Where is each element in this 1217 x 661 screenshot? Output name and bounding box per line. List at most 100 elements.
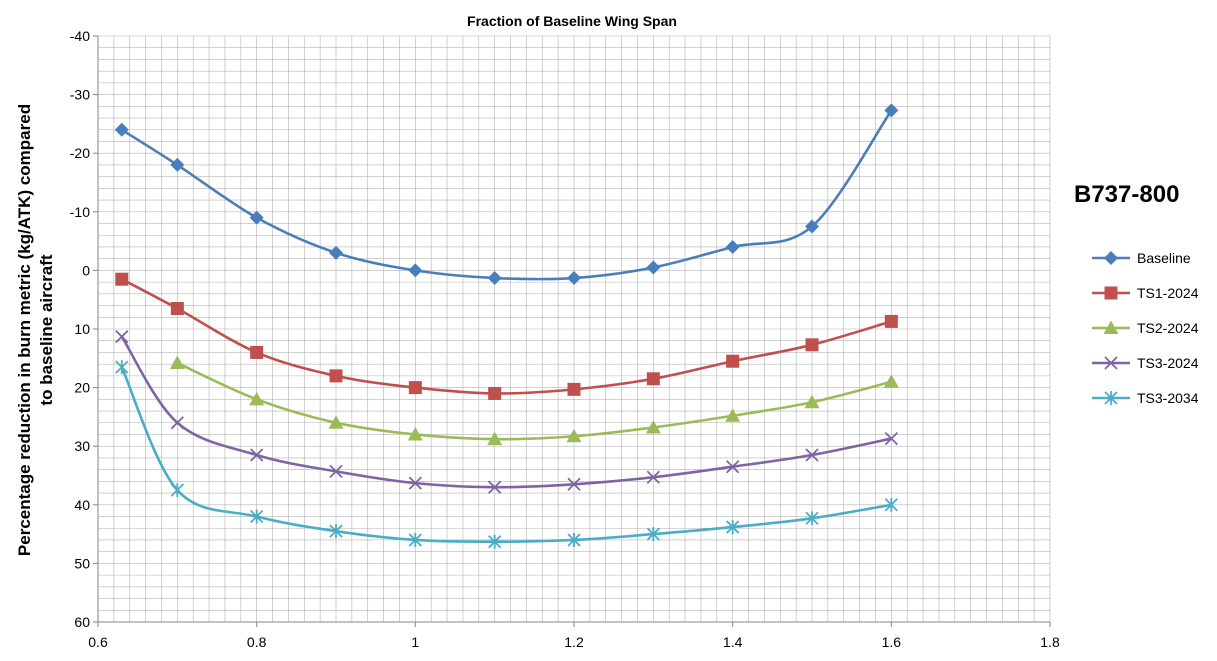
data-point	[408, 263, 423, 278]
data-point	[170, 301, 184, 315]
legend-item: TS3-2024	[1092, 355, 1199, 371]
data-point	[250, 448, 264, 462]
data-point	[646, 527, 660, 542]
data-point	[329, 524, 343, 539]
y-axis-label-line2: to baseline aircraft	[37, 254, 56, 406]
data-point	[170, 416, 184, 430]
data-point	[487, 431, 503, 446]
legend-label: TS3-2024	[1137, 355, 1199, 371]
series-line	[176, 361, 892, 441]
data-point	[726, 354, 740, 368]
x-tick-label: 1.4	[723, 634, 743, 650]
data-point	[488, 534, 502, 549]
y-tick-label: -10	[70, 204, 90, 220]
data-point	[567, 532, 581, 547]
data-point	[645, 419, 661, 434]
series-TS3-2024	[115, 329, 898, 494]
data-point	[567, 271, 581, 286]
data-point	[249, 210, 264, 225]
x-tick-label: 1.6	[882, 634, 902, 650]
series-TS1-2024	[115, 272, 898, 400]
y-axis-label-line1: Percentage reduction in burn metric (kg/…	[15, 104, 34, 556]
legend-marker	[1104, 391, 1118, 405]
data-point	[170, 483, 184, 498]
grid	[97, 35, 1051, 623]
series-layer	[114, 103, 899, 549]
data-point	[249, 391, 265, 406]
legend-marker	[1104, 251, 1118, 265]
series-Baseline	[114, 103, 899, 286]
data-point	[567, 382, 581, 396]
data-point	[114, 122, 129, 137]
data-point	[884, 314, 898, 328]
legend-marker	[1103, 320, 1119, 334]
y-tick-label: 10	[74, 321, 90, 337]
y-tick-label: -30	[70, 87, 90, 103]
series-TS2-2024	[169, 355, 899, 446]
data-point	[726, 460, 740, 474]
y-tick-label: 0	[82, 262, 90, 278]
data-point	[725, 408, 741, 422]
data-point	[805, 338, 819, 352]
data-point	[329, 464, 343, 479]
data-point	[169, 355, 185, 369]
series-line	[120, 335, 892, 489]
x-tick-label: 1.2	[564, 634, 584, 650]
data-point	[884, 497, 898, 512]
x-tick-label: 0.6	[88, 634, 108, 650]
data-point	[884, 431, 898, 446]
data-point	[487, 271, 502, 286]
data-point	[884, 103, 899, 118]
data-point	[115, 329, 129, 344]
series-line	[121, 109, 893, 281]
data-point	[646, 470, 660, 484]
y-tick-label: 30	[74, 438, 90, 454]
y-tick-label: 50	[74, 555, 90, 571]
data-point	[408, 532, 422, 547]
legend-marker	[1104, 356, 1118, 370]
y-tick-label: -40	[70, 28, 90, 44]
x-tick-label: 1	[411, 634, 419, 650]
data-point	[725, 239, 740, 254]
legend-label: TS1-2024	[1137, 285, 1199, 301]
data-point	[488, 386, 502, 400]
series-line	[121, 278, 892, 395]
data-point	[115, 360, 129, 375]
legend-item: Baseline	[1092, 250, 1191, 266]
legend-label: Baseline	[1137, 250, 1191, 266]
data-point	[408, 381, 422, 395]
data-point	[566, 428, 582, 443]
series-TS3-2034	[115, 360, 898, 549]
data-point	[646, 372, 660, 386]
data-point	[804, 394, 820, 409]
data-point	[250, 345, 264, 359]
legend-label: TS2-2024	[1137, 320, 1199, 336]
data-point	[805, 448, 819, 462]
data-point	[115, 272, 129, 286]
data-point	[567, 477, 581, 491]
legend-item: TS3-2034	[1092, 390, 1199, 406]
legend-item: TS2-2024	[1092, 320, 1199, 336]
data-point	[250, 509, 264, 524]
data-point	[329, 369, 343, 383]
data-point	[408, 476, 422, 490]
chart-title: Fraction of Baseline Wing Span	[467, 13, 677, 29]
data-point	[488, 480, 502, 494]
series-line	[120, 366, 892, 544]
legend-marker	[1104, 286, 1118, 300]
x-tick-label: 1.8	[1040, 634, 1060, 650]
x-tick-label: 0.8	[247, 634, 267, 650]
legend-item: TS1-2024	[1092, 285, 1199, 301]
data-point	[170, 157, 185, 172]
data-point	[646, 260, 661, 275]
data-point	[805, 511, 819, 526]
y-tick-label: 20	[74, 380, 90, 396]
y-tick-label: 40	[74, 497, 90, 513]
data-point	[329, 245, 343, 260]
aircraft-label: B737-800	[1074, 181, 1179, 208]
data-point	[805, 219, 819, 234]
data-point	[883, 374, 899, 388]
data-point	[407, 426, 423, 441]
legend: Baseline TS1-2024 TS2-2024 TS3-2024 TS3-2034	[1092, 250, 1199, 406]
